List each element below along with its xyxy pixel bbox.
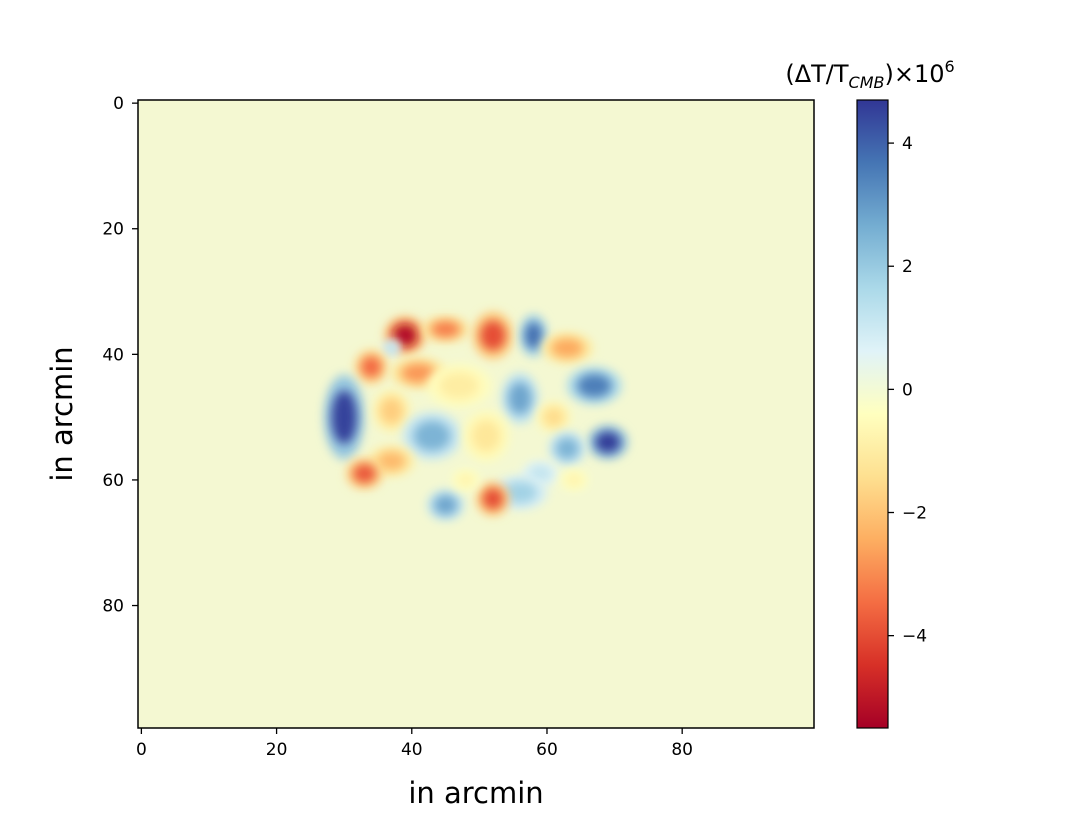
y-axis-ticks: 0 20 40 60 80 [102,94,138,617]
blob-core [502,481,538,504]
blob-core [508,382,532,415]
blob-core [377,451,406,471]
blob-core [431,321,460,338]
blob-core [360,356,382,378]
x-axis-label: in arcmin [408,776,543,810]
blob-core [595,431,621,453]
heatmap-frame [137,99,815,729]
heatmap-blob [566,367,622,405]
colorbar-tick-label: 2 [902,257,913,277]
blob-core [434,495,458,515]
blob-core [392,323,418,348]
colorbar-title-prefix: (ΔT/T [785,60,849,88]
colorbar-tick-label: 0 [902,380,913,400]
heatmap-blobs [324,311,628,521]
heatmap-blob [324,374,365,460]
blob-core [543,407,565,427]
colorbar-title-subscript: CMB [849,73,885,92]
y-tick-label: 40 [102,345,124,365]
heatmap-blob [402,412,462,460]
blob-core [380,397,403,425]
x-tick-label: 40 [401,740,423,760]
x-tick-label: 60 [536,740,558,760]
blob-core [401,363,436,383]
y-tick-label: 60 [102,471,124,491]
heatmap-blob [373,389,410,433]
blob-core [385,342,398,354]
heatmap-blob [537,401,571,433]
heatmap-blob [476,481,510,516]
blob-core [528,465,552,482]
heatmap-blob [472,311,513,360]
colorbar-title: (ΔT/TCMB)×106 [785,57,954,92]
blob-core [577,373,612,398]
y-axis-label: in arcmin [45,346,79,481]
heatmap-blob [452,469,480,491]
blob-core [480,320,506,351]
colorbar-title-superscript: 6 [944,57,954,76]
heatmap-blob [346,458,383,489]
colorbar-tick-label: 4 [902,134,913,154]
heatmap-blob [549,431,586,466]
heatmap-blob [560,469,588,491]
colorbar-tick-label: −2 [902,504,927,524]
x-tick-label: 20 [266,740,288,760]
x-axis-ticks: 0 20 40 60 80 [136,728,693,760]
colorbar-tick-label: −4 [902,627,927,647]
heatmap-blob [501,372,539,424]
blob-core [413,421,451,451]
y-tick-label: 80 [102,597,124,617]
blob-core [352,464,376,484]
blob-core [457,473,475,487]
heatmap-blob [382,339,401,357]
colorbar-ticks: −4 −2 0 2 4 [888,134,927,647]
colorbar-title-suffix: )×10 [884,60,944,88]
heatmap-blob [422,316,469,342]
heatmap-blob [463,410,509,462]
blob-core [438,372,480,400]
heatmap-blob [427,364,492,407]
heatmap-blob [519,314,548,357]
blob-core [524,322,543,349]
blob-core [551,338,584,358]
heatmap-blob [354,349,388,384]
heatmap-plot-area [137,99,815,729]
blob-core [565,473,583,487]
x-tick-label: 80 [671,740,693,760]
y-tick-label: 0 [113,94,124,114]
blob-core [482,488,504,510]
blob-core [331,390,357,444]
x-tick-label: 0 [136,740,147,760]
heatmap-blob [541,332,593,364]
colorbar-gradient [856,99,889,729]
heatmap-blob [427,489,464,521]
heatmap-blob [587,425,628,460]
heatmap-blob [391,357,446,389]
y-tick-label: 20 [102,220,124,240]
blob-core [555,437,579,460]
colorbar: −4 −2 0 2 4 (ΔT/TCMB)×106 [785,57,955,729]
blob-core [471,419,501,452]
